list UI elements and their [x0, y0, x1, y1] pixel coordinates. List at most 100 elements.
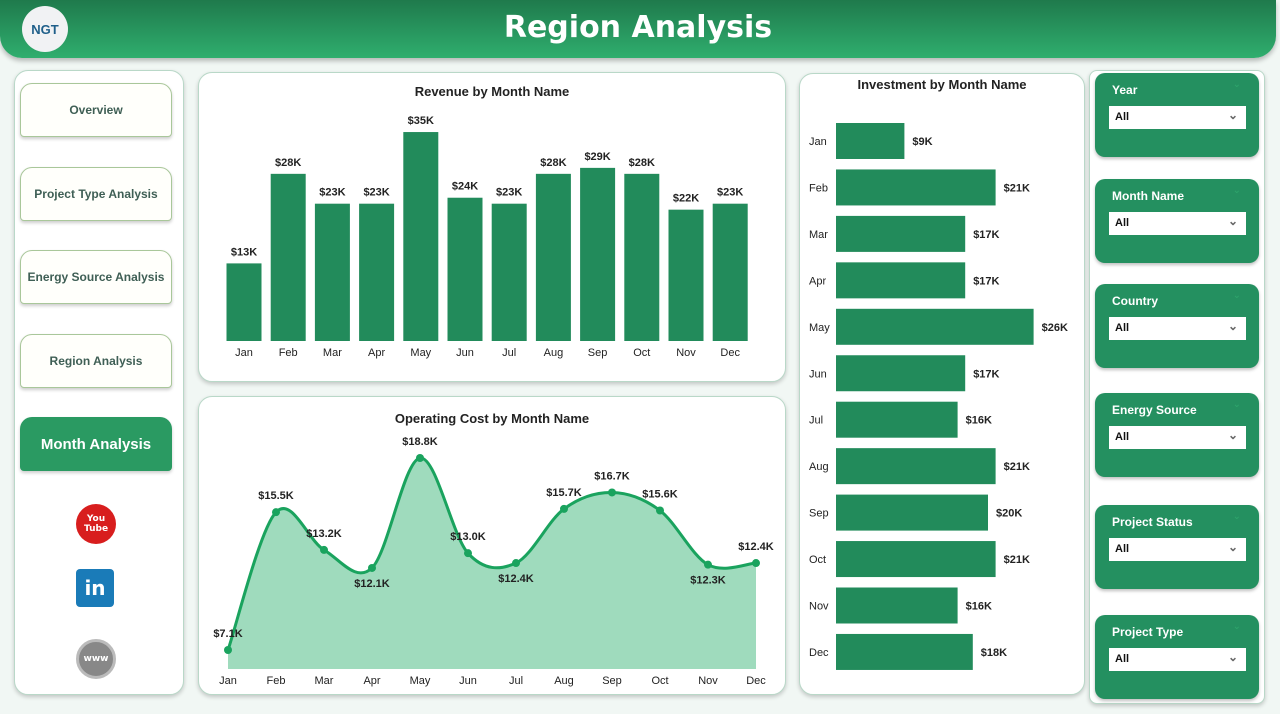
investment-data-label: $17K — [973, 368, 999, 380]
operating-cost-data-label: $15.6K — [642, 489, 678, 501]
investment-bar — [836, 541, 996, 578]
globe-icon[interactable]: www — [76, 639, 116, 679]
investment-data-label: $21K — [1004, 554, 1030, 566]
operating-cost-x-tick: Oct — [651, 675, 668, 687]
operating-cost-point — [656, 506, 664, 515]
operating-cost-x-tick: Mar — [315, 675, 334, 687]
revenue-x-tick: Jun — [456, 347, 474, 359]
operating-cost-point — [224, 646, 232, 654]
investment-y-tick: Mar — [809, 229, 828, 241]
slicer-dropdown[interactable]: All ⌄ — [1109, 106, 1246, 129]
operating-cost-point — [368, 563, 376, 572]
investment-y-tick: Jan — [809, 136, 827, 148]
investment-y-tick: Jun — [809, 368, 827, 380]
operating-cost-point — [512, 559, 520, 568]
revenue-data-label: $28K — [275, 157, 301, 169]
slicer-label: Year — [1112, 83, 1138, 97]
investment-y-tick: Sep — [809, 508, 829, 520]
operating-cost-x-tick: Jan — [219, 675, 237, 687]
linkedin-icon[interactable]: in — [76, 569, 114, 607]
revenue-data-label: $28K — [540, 157, 566, 169]
operating-cost-data-label: $12.4K — [498, 573, 534, 585]
globe-label: www — [83, 654, 109, 664]
slicer-value: All — [1115, 111, 1130, 123]
nav-overview[interactable]: Overview — [20, 83, 172, 137]
revenue-x-tick: Oct — [633, 347, 650, 359]
revenue-data-label: $23K — [717, 187, 743, 199]
investment-bar — [836, 633, 973, 670]
revenue-bar — [580, 167, 616, 341]
revenue-bar — [535, 173, 571, 341]
nav-project-type-analysis[interactable]: Project Type Analysis — [20, 167, 172, 221]
revenue-data-label: $29K — [584, 151, 610, 163]
revenue-bar — [226, 263, 262, 341]
investment-bar — [836, 494, 988, 531]
chevron-down-icon: ⌄ — [1227, 650, 1238, 664]
revenue-bar — [712, 203, 748, 341]
investment-data-label: $20K — [996, 508, 1022, 520]
revenue-data-label: $13K — [231, 246, 257, 258]
revenue-bar — [359, 203, 395, 341]
operating-cost-x-tick: Dec — [746, 675, 766, 687]
slicer-panel — [1089, 70, 1265, 704]
investment-y-tick: Dec — [809, 647, 829, 659]
investment-y-tick: Aug — [809, 461, 829, 473]
header: NGT Region Analysis — [0, 0, 1276, 58]
investment-data-label: $16K — [966, 601, 992, 613]
slicer-energy-source: Energy Source ⌄ All ⌄ — [1095, 393, 1259, 477]
slicer-project-type: Project Type ⌄ All ⌄ — [1095, 615, 1259, 699]
slicer-label: Project Type — [1112, 625, 1184, 639]
slicer-label: Country — [1112, 294, 1158, 308]
operating-cost-data-label: $12.1K — [354, 578, 390, 590]
nav-energy-source-analysis[interactable]: Energy Source Analysis — [20, 250, 172, 304]
investment-bar — [836, 401, 958, 438]
nav-month-analysis[interactable]: Month Analysis — [20, 417, 172, 471]
slicer-value: All — [1115, 322, 1130, 334]
chevron-down-icon[interactable]: ⌄ — [1232, 79, 1241, 90]
slicer-year: Year ⌄ All ⌄ — [1095, 73, 1259, 157]
slicer-dropdown[interactable]: All ⌄ — [1109, 317, 1246, 340]
investment-bar — [836, 215, 966, 252]
chevron-down-icon: ⌄ — [1227, 108, 1238, 122]
investment-bar — [836, 262, 966, 299]
operating-cost-x-tick: Nov — [698, 675, 718, 687]
revenue-chart-panel: Revenue by Month Name $13K Jan $28K Feb $23K… — [198, 72, 786, 382]
investment-chart: $9K Jan $21K Feb $17K Mar $17K Apr $26K May $17K Ju… — [809, 123, 1068, 670]
investment-chart-panel: Investment by Month Name $9K Jan $21K Feb $1… — [799, 73, 1085, 695]
slicer-value: All — [1115, 653, 1130, 665]
operating-cost-x-tick: May — [410, 675, 431, 687]
operating-cost-chart: $7.1K Jan $15.5K Feb $13.2K Mar $12.1K Apr $18.8… — [213, 436, 773, 687]
youtube-icon[interactable]: You Tube — [76, 504, 116, 544]
slicer-dropdown[interactable]: All ⌄ — [1109, 648, 1246, 671]
operating-cost-data-label: $12.3K — [690, 575, 726, 587]
investment-chart-title: Investment by Month Name — [857, 77, 1027, 92]
operating-cost-data-label: $18.8K — [402, 436, 438, 448]
chevron-down-icon[interactable]: ⌄ — [1232, 185, 1241, 196]
slicer-dropdown[interactable]: All ⌄ — [1109, 212, 1246, 235]
chevron-down-icon[interactable]: ⌄ — [1232, 399, 1241, 410]
revenue-x-tick: Mar — [323, 347, 342, 359]
investment-y-tick: Feb — [809, 182, 828, 194]
operating-cost-x-tick: Jun — [459, 675, 477, 687]
investment-data-label: $17K — [973, 275, 999, 287]
operating-cost-point — [416, 454, 424, 463]
chevron-down-icon[interactable]: ⌄ — [1232, 621, 1241, 632]
operating-cost-point — [752, 559, 760, 568]
revenue-x-tick: Aug — [544, 347, 564, 359]
chevron-down-icon[interactable]: ⌄ — [1232, 290, 1241, 301]
operating-cost-data-label: $13.2K — [306, 528, 342, 540]
investment-data-label: $26K — [1042, 322, 1068, 334]
investment-bar — [836, 169, 996, 206]
slicer-dropdown[interactable]: All ⌄ — [1109, 538, 1246, 561]
chevron-down-icon[interactable]: ⌄ — [1232, 511, 1241, 522]
nav-panel: Overview Project Type Analysis Energy So… — [14, 70, 184, 695]
chevron-down-icon: ⌄ — [1227, 214, 1238, 228]
revenue-x-tick: Nov — [676, 347, 696, 359]
investment-bar — [836, 308, 1034, 345]
slicer-dropdown[interactable]: All ⌄ — [1109, 426, 1246, 449]
operating-cost-chart-title: Operating Cost by Month Name — [394, 411, 590, 426]
chevron-down-icon: ⌄ — [1227, 319, 1238, 333]
investment-y-tick: Oct — [809, 554, 826, 566]
nav-region-analysis[interactable]: Region Analysis — [20, 334, 172, 388]
page-title: Region Analysis — [503, 10, 773, 45]
